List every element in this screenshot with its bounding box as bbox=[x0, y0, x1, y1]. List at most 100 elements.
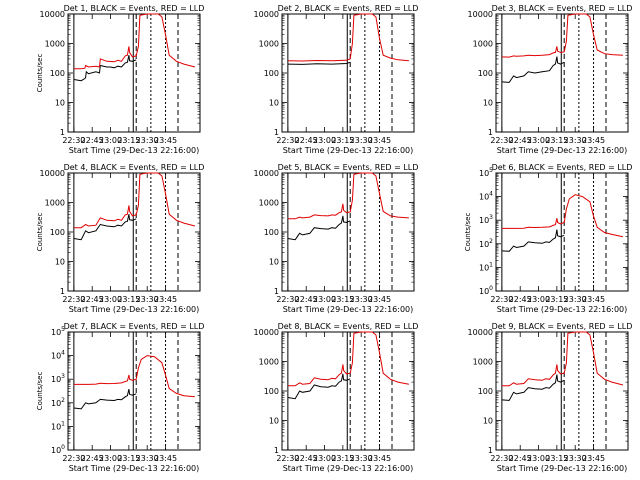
x-tick-label: 22:45 bbox=[295, 295, 318, 304]
y-tick-label: 105 bbox=[479, 167, 493, 178]
y-axis-label: Counts/sec bbox=[36, 54, 44, 93]
x-tick-label: 23:30 bbox=[136, 295, 159, 304]
x-tick-label: 23:15 bbox=[545, 136, 568, 145]
x-axis-label: Start Time (29-Dec-13 22:16:00) bbox=[283, 146, 414, 155]
x-tick-label: 23:45 bbox=[368, 136, 391, 145]
x-tick-label: 22:30 bbox=[62, 454, 85, 463]
x-axis-label: Start Time (29-Dec-13 22:16:00) bbox=[69, 146, 200, 155]
x-tick-label: 23:00 bbox=[527, 295, 550, 304]
y-tick-label: 101 bbox=[479, 261, 493, 272]
panel-title: Det 9, BLACK = Events, RED = LLD bbox=[492, 322, 633, 331]
y-tick-label: 1 bbox=[60, 287, 65, 296]
x-tick-label: 23:30 bbox=[564, 295, 587, 304]
y-tick-label: 101 bbox=[51, 420, 65, 431]
x-tick-label: 23:45 bbox=[582, 136, 605, 145]
y-tick-label: 10 bbox=[269, 258, 279, 267]
x-tick-label: 23:00 bbox=[313, 295, 336, 304]
y-tick-label: 1000 bbox=[259, 358, 279, 367]
series-lld-line bbox=[73, 355, 195, 398]
y-tick-label: 10000 bbox=[40, 169, 65, 178]
y-tick-label: 1000 bbox=[45, 40, 65, 49]
series-lld-line bbox=[501, 194, 624, 238]
y-tick-label: 10 bbox=[55, 258, 65, 267]
y-tick-label: 105 bbox=[51, 326, 65, 337]
x-tick-label: 23:45 bbox=[154, 454, 177, 463]
plot-frame bbox=[495, 331, 629, 451]
panel-title: Det 4, BLACK = Events, RED = LLD bbox=[64, 163, 205, 172]
x-tick-label: 23:15 bbox=[331, 454, 354, 463]
y-tick-label: 1 bbox=[274, 446, 279, 455]
x-axis-label: Start Time (29-Dec-13 22:16:00) bbox=[69, 464, 200, 473]
y-tick-label: 10000 bbox=[254, 169, 279, 178]
x-tick-label: 23:45 bbox=[368, 295, 391, 304]
y-tick-label: 100 bbox=[50, 69, 65, 78]
y-tick-label: 102 bbox=[479, 238, 493, 249]
x-tick-label: 22:45 bbox=[81, 136, 104, 145]
y-tick-label: 1000 bbox=[473, 40, 493, 49]
y-tick-label: 102 bbox=[51, 397, 65, 408]
y-tick-label: 1 bbox=[274, 287, 279, 296]
plot-frame bbox=[281, 172, 415, 292]
x-axis-label: Start Time (29-Dec-13 22:16:00) bbox=[283, 464, 414, 473]
y-tick-label: 100 bbox=[479, 285, 493, 296]
x-tick-label: 23:30 bbox=[350, 295, 373, 304]
detector-panel-1: 1 10 100 1000 10000 22:3022:4523:0023:1523:30… bbox=[36, 4, 204, 155]
x-tick-label: 22:45 bbox=[81, 295, 104, 304]
y-tick-label: 1000 bbox=[259, 199, 279, 208]
plot-frame bbox=[281, 13, 415, 133]
y-tick-label: 1 bbox=[488, 128, 493, 137]
panel-title: Det 3, BLACK = Events, RED = LLD bbox=[492, 4, 633, 13]
series-events-line bbox=[501, 374, 565, 401]
x-tick-label: 23:30 bbox=[350, 454, 373, 463]
series-lld-line bbox=[73, 172, 196, 229]
y-tick-label: 1 bbox=[488, 446, 493, 455]
series-events-line bbox=[501, 56, 565, 83]
y-tick-label: 100 bbox=[50, 228, 65, 237]
x-tick-label: 23:30 bbox=[350, 136, 373, 145]
y-axis-label: Counts/sec bbox=[36, 213, 44, 252]
panel-title: Det 6, BLACK = Events, RED = LLD bbox=[492, 163, 633, 172]
y-tick-label: 100 bbox=[264, 69, 279, 78]
x-tick-label: 22:30 bbox=[62, 295, 85, 304]
detector-panel-3: 1 10 100 1000 10000 22:3022:4523:0023:1523:30… bbox=[468, 4, 633, 155]
x-tick-label: 22:30 bbox=[62, 136, 85, 145]
y-tick-label: 100 bbox=[264, 228, 279, 237]
x-tick-label: 22:30 bbox=[276, 136, 299, 145]
y-tick-label: 100 bbox=[478, 387, 493, 396]
y-tick-label: 10 bbox=[269, 417, 279, 426]
x-tick-label: 23:45 bbox=[368, 454, 391, 463]
series-events-line bbox=[73, 388, 137, 410]
series-lld-line bbox=[287, 331, 409, 387]
detector-panel-2: 1 10 100 1000 10000 22:3022:4523:0023:1523:30… bbox=[254, 4, 419, 155]
x-tick-label: 23:15 bbox=[331, 295, 354, 304]
y-tick-label: 10000 bbox=[254, 328, 279, 337]
y-tick-label: 103 bbox=[51, 373, 65, 384]
series-lld-line bbox=[501, 331, 624, 387]
y-tick-label: 103 bbox=[479, 214, 493, 225]
panel-title: Det 2, BLACK = Events, RED = LLD bbox=[278, 4, 419, 13]
x-tick-label: 22:30 bbox=[276, 295, 299, 304]
x-tick-label: 22:45 bbox=[295, 136, 318, 145]
y-tick-label: 1000 bbox=[473, 358, 493, 367]
x-tick-label: 23:00 bbox=[313, 136, 336, 145]
detector-panel-4: 1 10 100 1000 10000 22:3022:4523:0023:1523:30… bbox=[36, 163, 204, 314]
y-tick-label: 1 bbox=[274, 128, 279, 137]
y-tick-label: 10 bbox=[269, 99, 279, 108]
series-events-line bbox=[73, 55, 137, 82]
y-tick-label: 10000 bbox=[468, 328, 493, 337]
plot-frame bbox=[495, 172, 629, 292]
y-tick-label: 104 bbox=[479, 191, 493, 202]
x-tick-label: 23:00 bbox=[99, 454, 122, 463]
plot-frame bbox=[495, 13, 629, 133]
y-tick-label: 10000 bbox=[468, 10, 493, 19]
x-tick-label: 23:15 bbox=[117, 454, 140, 463]
series-events-line bbox=[287, 61, 351, 65]
panel-title: Det 8, BLACK = Events, RED = LLD bbox=[278, 322, 419, 331]
series-events-line bbox=[73, 214, 137, 241]
x-axis-label: Start Time (29-Dec-13 22:16:00) bbox=[497, 305, 628, 314]
x-tick-label: 22:45 bbox=[295, 454, 318, 463]
panel-title: Det 1, BLACK = Events, RED = LLD bbox=[64, 4, 205, 13]
x-tick-label: 23:15 bbox=[545, 454, 568, 463]
series-lld-line bbox=[501, 13, 623, 58]
